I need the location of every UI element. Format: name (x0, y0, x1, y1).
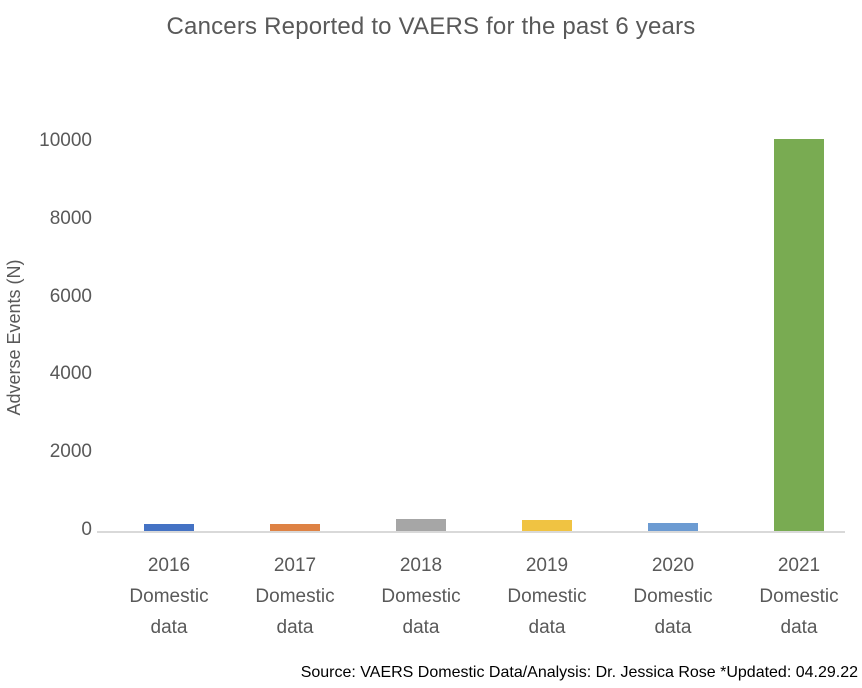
x-category-label-line: data (150, 617, 188, 638)
x-axis-line (97, 531, 845, 533)
x-category-label-line: data (528, 617, 566, 638)
y-tick-label: 8000 (49, 207, 92, 229)
x-category-label-line: 2021 (777, 555, 821, 576)
x-category-label-line: Domestic (633, 586, 713, 607)
bar-2021 (774, 139, 824, 532)
x-category-label: 2016 Domestic data (106, 550, 232, 643)
x-category-label-line: Domestic (129, 586, 209, 607)
x-category-label-line: 2018 (399, 555, 443, 576)
x-category-label: 2018 Domestic data (358, 550, 484, 643)
bar-2018 (396, 519, 446, 532)
bar-2019 (522, 520, 572, 532)
bar-2020 (648, 523, 698, 532)
y-tick-label: 6000 (49, 285, 92, 307)
x-category-label-line: data (654, 617, 692, 638)
y-tick-label: 4000 (49, 363, 92, 385)
x-category-label-line: 2016 (147, 555, 191, 576)
source-note: Source: VAERS Domestic Data/Analysis: Dr… (300, 664, 858, 681)
bar-2016 (144, 524, 194, 532)
x-category-label-line: data (276, 617, 314, 638)
y-tick-label: 2000 (49, 441, 92, 463)
x-category-label-line: Domestic (507, 586, 587, 607)
chart-title: Cancers Reported to VAERS for the past 6… (166, 13, 696, 40)
x-category-label-line: 2020 (651, 555, 695, 576)
bar-2017 (270, 524, 320, 532)
y-tick-label: 10000 (39, 130, 92, 151)
x-category-label: 2017 Domestic data (232, 550, 358, 643)
y-axis-title: Adverse Events (N) (4, 259, 24, 416)
x-category-label: 2020 Domestic data (610, 550, 736, 643)
x-category-label-line: data (402, 617, 440, 638)
x-category-label-line: Domestic (381, 586, 461, 607)
x-category-label-line: Domestic (255, 586, 335, 607)
x-category-label: 2019 Domestic data (484, 550, 610, 643)
x-category-label: 2021 Domestic data (736, 550, 862, 643)
x-category-label-line: data (780, 617, 818, 638)
x-category-label-line: Domestic (759, 586, 839, 607)
x-category-label-line: 2019 (525, 555, 569, 576)
y-tick-label: 0 (81, 519, 92, 540)
x-category-label-line: 2017 (273, 555, 317, 576)
